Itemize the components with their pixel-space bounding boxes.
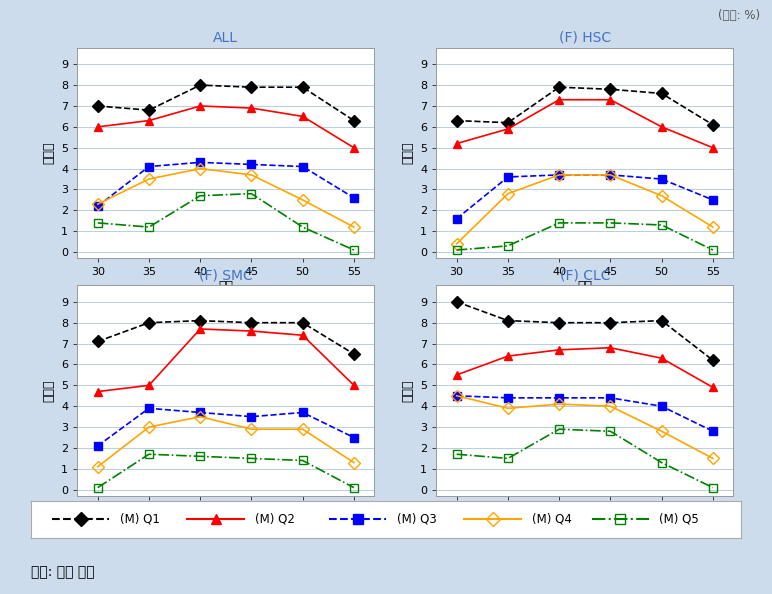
Title: (F) SMC: (F) SMC	[199, 268, 252, 283]
Y-axis label: 고용률: 고용률	[42, 380, 56, 402]
Text: 자료: 저자 작성: 자료: 저자 작성	[31, 565, 94, 579]
Text: (M) Q5: (M) Q5	[659, 513, 699, 526]
Title: (F) HSC: (F) HSC	[559, 31, 611, 45]
Title: (F) CLC: (F) CLC	[560, 268, 610, 283]
Text: (단위: %): (단위: %)	[718, 9, 760, 22]
Text: (M) Q4: (M) Q4	[532, 513, 571, 526]
Title: ALL: ALL	[213, 31, 239, 45]
Text: (M) Q3: (M) Q3	[397, 513, 436, 526]
Text: (M) Q1: (M) Q1	[120, 513, 160, 526]
X-axis label: 연령: 연령	[218, 280, 233, 293]
Text: (M) Q2: (M) Q2	[255, 513, 294, 526]
X-axis label: 연령: 연령	[577, 518, 592, 531]
X-axis label: 연령: 연령	[577, 280, 592, 293]
X-axis label: 연령: 연령	[218, 518, 233, 531]
Y-axis label: 고용률: 고용률	[401, 380, 415, 402]
Y-axis label: 고용률: 고용률	[42, 142, 56, 164]
Y-axis label: 고용률: 고용률	[401, 142, 415, 164]
